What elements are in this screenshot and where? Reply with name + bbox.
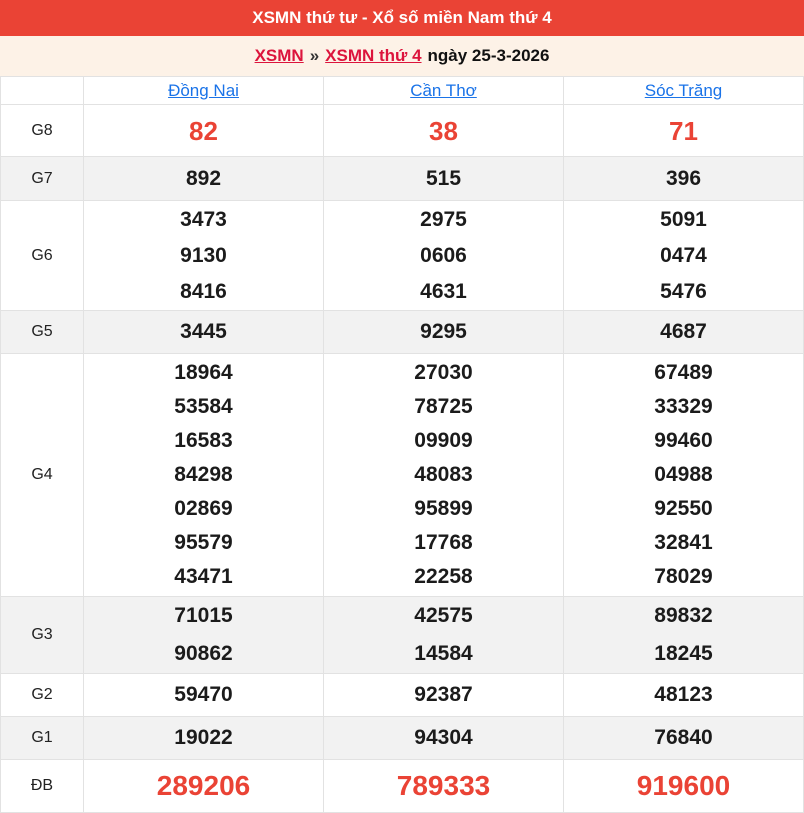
breadcrumb-separator: »	[309, 46, 320, 65]
result-cell: 38	[323, 104, 564, 157]
prize-label-cell: G3	[0, 596, 84, 674]
table-row-db: ĐB 289206 789333 919600	[0, 759, 804, 813]
result-cell: 919600	[563, 759, 804, 813]
result-cell: 2975 0606 4631	[323, 200, 564, 311]
result-cell: 76840	[563, 716, 804, 760]
table-row-g4: G4 18964 53584 16583 84298 02869 95579 4…	[0, 353, 804, 597]
result-cell: 5091 0474 5476	[563, 200, 804, 311]
prize-label-cell: G4	[0, 353, 84, 597]
breadcrumb-link-xsmn[interactable]: XSMN	[254, 46, 304, 65]
result-cell: 18964 53584 16583 84298 02869 95579 4347…	[83, 353, 324, 597]
table-row-g8: G8 82 38 71	[0, 104, 804, 157]
province-link-dong-nai[interactable]: Đồng Nai	[168, 80, 239, 100]
result-cell: 71015 90862	[83, 596, 324, 674]
page-title: XSMN thứ tư - Xổ số miền Nam thứ 4	[252, 8, 552, 27]
table-row-g5: G5 3445 9295 4687	[0, 310, 804, 354]
result-cell: 3445	[83, 310, 324, 354]
table-row-g6: G6 3473 9130 8416 2975 0606 4631 5091 04…	[0, 200, 804, 311]
result-cell: 289206	[83, 759, 324, 813]
province-link-soc-trang[interactable]: Sóc Trăng	[644, 80, 723, 100]
page-title-bar: XSMN thứ tư - Xổ số miền Nam thứ 4	[0, 0, 804, 36]
province-link-can-tho[interactable]: Cần Thơ	[410, 80, 477, 100]
breadcrumb-date: ngày 25-3-2026	[427, 46, 550, 65]
breadcrumb: XSMN » XSMN thứ 4 ngày 25-3-2026	[0, 36, 804, 76]
result-cell: 67489 33329 99460 04988 92550 32841 7802…	[563, 353, 804, 597]
result-cell: 92387	[323, 673, 564, 717]
result-cell: 19022	[83, 716, 324, 760]
result-cell: 396	[563, 156, 804, 201]
column-header-dong-nai: Đồng Nai	[83, 76, 324, 105]
result-cell: 42575 14584	[323, 596, 564, 674]
result-cell: 82	[83, 104, 324, 157]
result-cell: 48123	[563, 673, 804, 717]
breadcrumb-link-day[interactable]: XSMN thứ 4	[325, 46, 422, 65]
results-table: Đồng Nai Cần Thơ Sóc Trăng G8 82 38 71 G…	[0, 76, 804, 813]
result-cell: 94304	[323, 716, 564, 760]
result-cell: 27030 78725 09909 48083 95899 17768 2225…	[323, 353, 564, 597]
prize-label-cell: G5	[0, 310, 84, 354]
result-cell: 71	[563, 104, 804, 157]
result-cell: 892	[83, 156, 324, 201]
prize-label-cell: ĐB	[0, 759, 84, 813]
result-cell: 89832 18245	[563, 596, 804, 674]
result-cell: 515	[323, 156, 564, 201]
prize-label-cell: G2	[0, 673, 84, 717]
prize-label-cell: G7	[0, 156, 84, 201]
corner-cell	[0, 76, 84, 105]
result-cell: 9295	[323, 310, 564, 354]
result-cell: 3473 9130 8416	[83, 200, 324, 311]
table-row-g1: G1 19022 94304 76840	[0, 716, 804, 760]
table-row-g3: G3 71015 90862 42575 14584 89832 18245	[0, 596, 804, 674]
prize-label-cell: G6	[0, 200, 84, 311]
column-header-soc-trang: Sóc Trăng	[563, 76, 804, 105]
result-cell: 789333	[323, 759, 564, 813]
result-cell: 4687	[563, 310, 804, 354]
table-row-g7: G7 892 515 396	[0, 156, 804, 201]
prize-label-cell: G1	[0, 716, 84, 760]
column-header-row: Đồng Nai Cần Thơ Sóc Trăng	[0, 76, 804, 105]
table-row-g2: G2 59470 92387 48123	[0, 673, 804, 717]
result-cell: 59470	[83, 673, 324, 717]
column-header-can-tho: Cần Thơ	[323, 76, 564, 105]
prize-label-cell: G8	[0, 104, 84, 157]
